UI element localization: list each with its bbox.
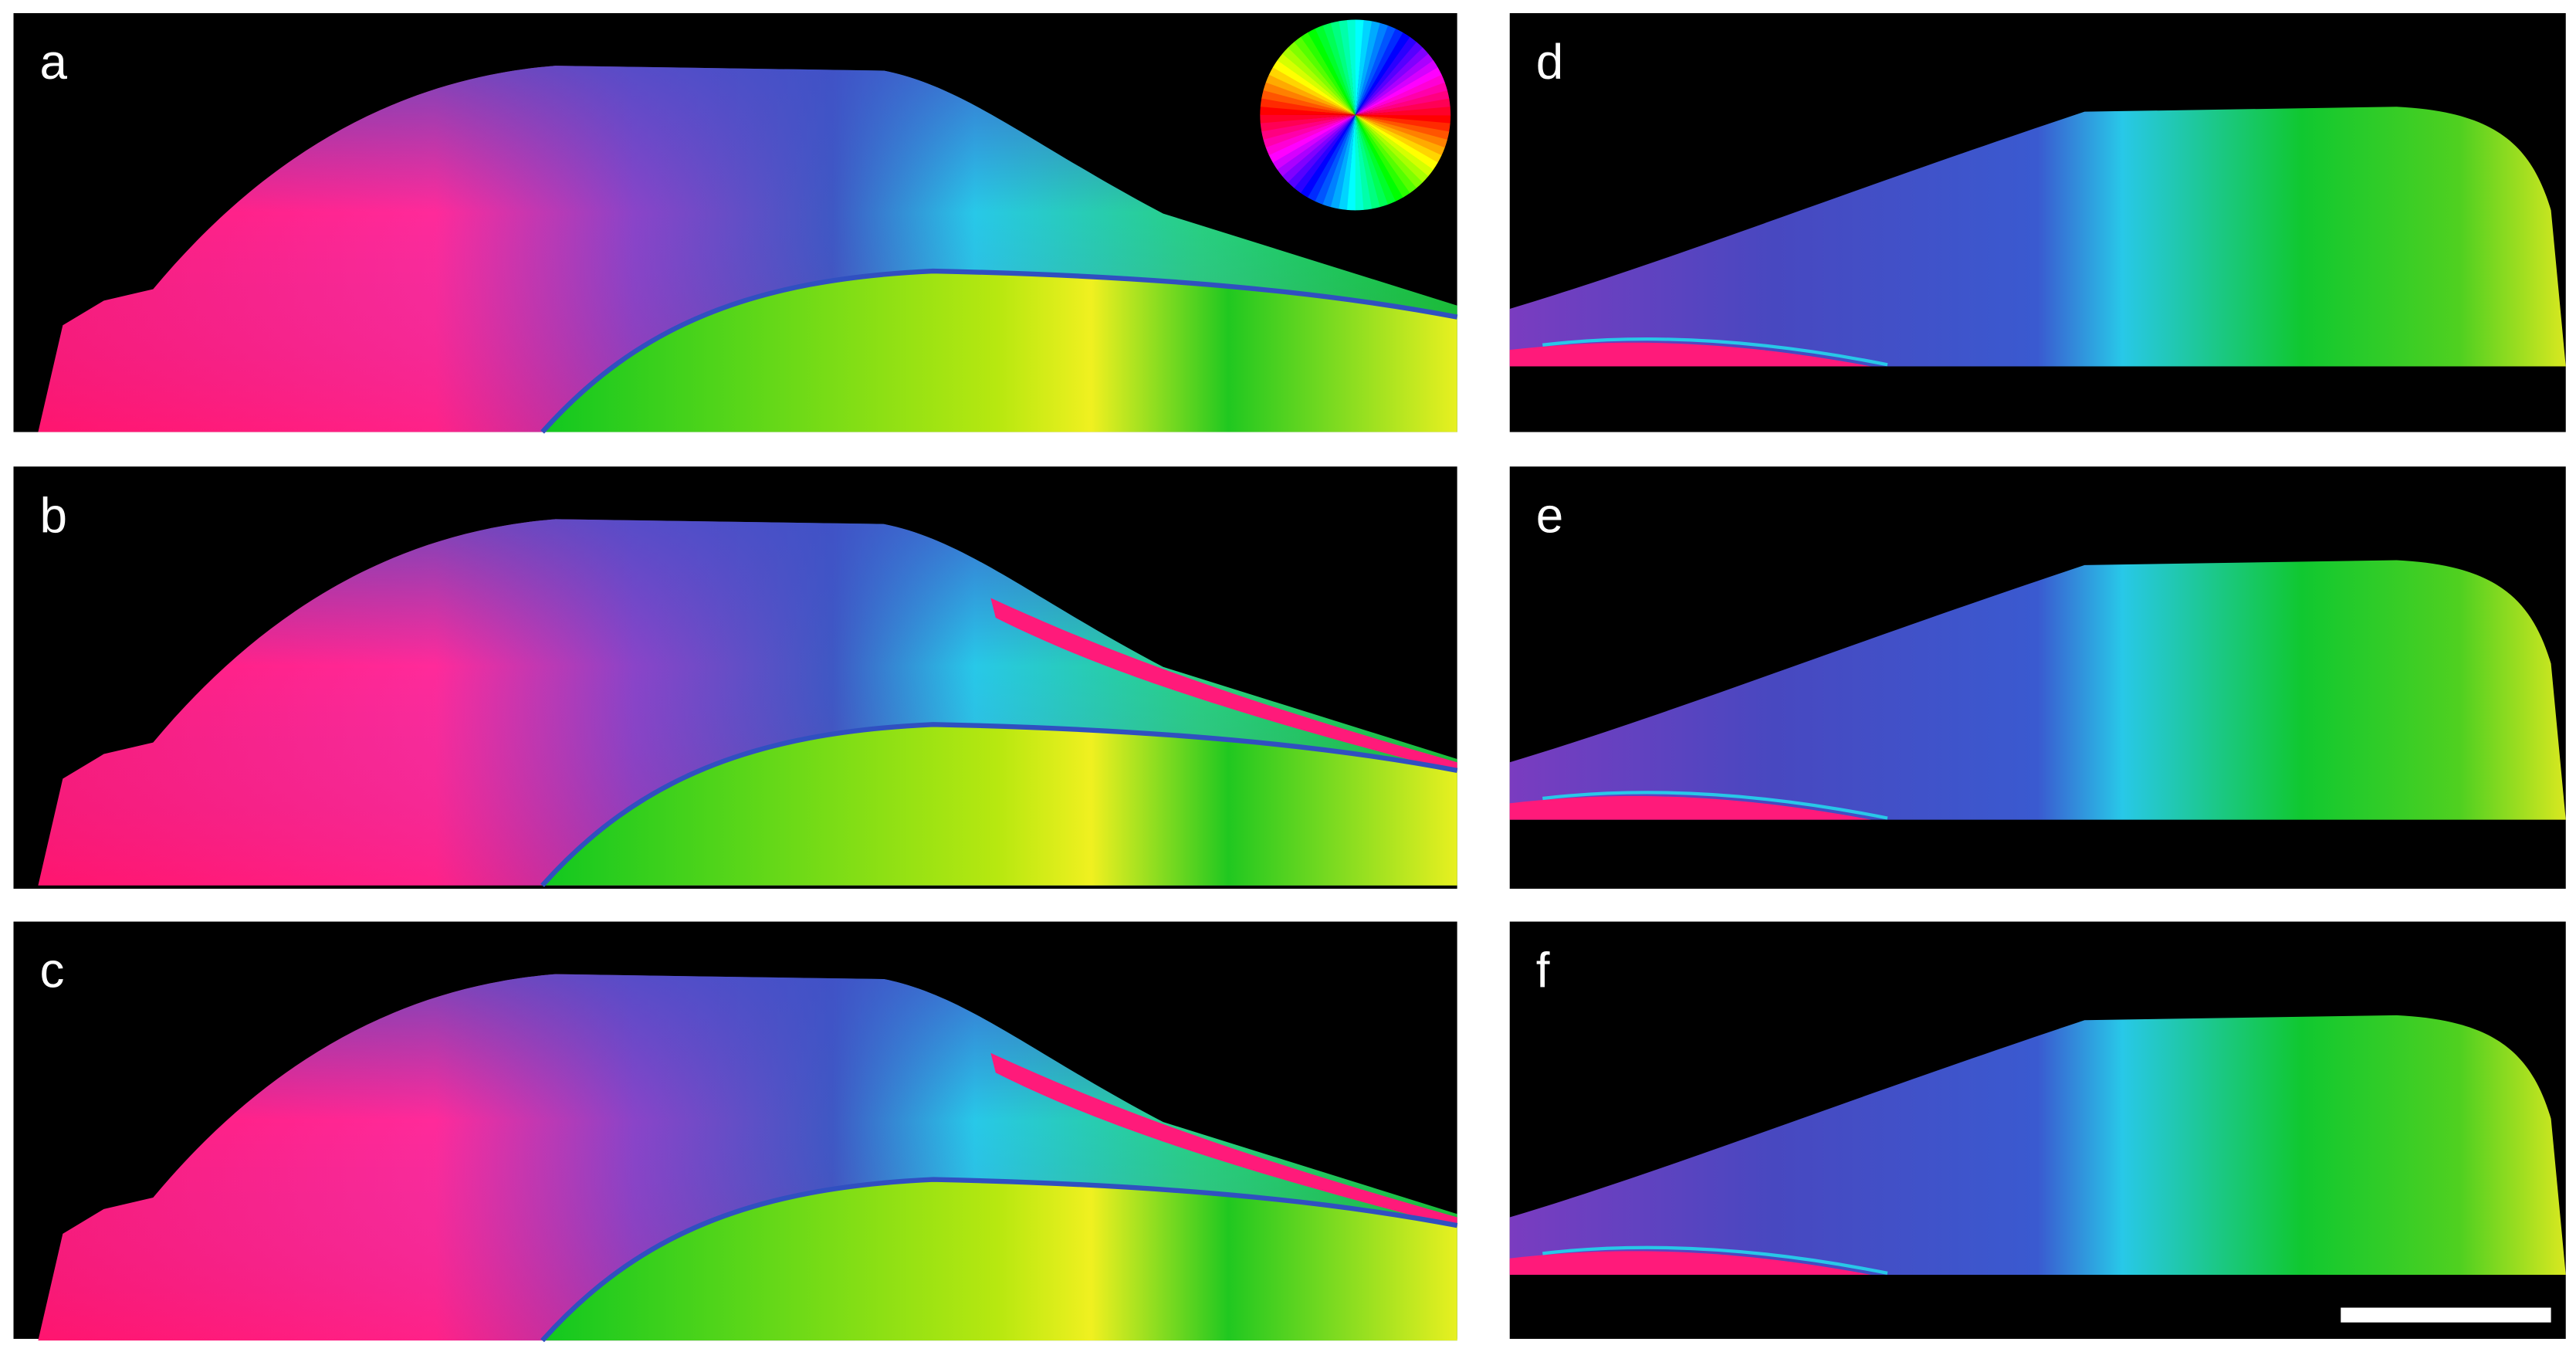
wheel-wedge [1355, 114, 1403, 202]
wheel-wedge [1315, 25, 1356, 115]
wheel-wedge [1277, 53, 1356, 115]
boundary-line [540, 722, 1458, 887]
wheel-wedge [1355, 74, 1445, 115]
panel-label: a [40, 34, 68, 90]
bottom-strip [1509, 342, 1871, 367]
panel-label: f [1536, 943, 1550, 998]
wheel-wedge [1355, 107, 1451, 116]
panel-label: d [1536, 34, 1564, 90]
edge-strip [990, 1052, 1457, 1228]
wheel-wedge [1355, 114, 1410, 198]
wheel-wedge [1355, 25, 1396, 115]
wheel-wedge [1355, 114, 1445, 156]
lower-region [542, 1179, 1457, 1341]
wheel-wedge [1355, 82, 1448, 115]
wheel-wedge [1265, 114, 1356, 156]
wheel-wedge [1355, 114, 1450, 141]
scale-bar [2341, 1307, 2551, 1323]
lower-region [542, 724, 1457, 886]
panel: c [13, 921, 1458, 1343]
wheel-wedge [1355, 114, 1396, 205]
wheel-wedge [1322, 22, 1356, 115]
bottom-strip [1509, 796, 1871, 820]
wheel-wedge [1260, 114, 1356, 124]
wheel-wedge [1355, 53, 1434, 115]
wheel-wedge [1322, 114, 1356, 208]
wheel-wedge [1355, 98, 1450, 115]
wheel-wedge [1355, 47, 1429, 115]
wheel-wedge [1355, 114, 1438, 171]
panel: e [1509, 466, 2566, 889]
panel: f [1509, 921, 2566, 1339]
wheel-wedge [1260, 114, 1356, 132]
wheel-wedge [1293, 114, 1356, 194]
sample-region [1509, 1015, 2566, 1276]
wheel-wedge [1307, 114, 1356, 202]
wheel-wedge [1272, 59, 1356, 115]
wheel-wedge [1261, 90, 1356, 115]
wheel-wedge [1315, 114, 1356, 205]
wheel-wedge [1263, 82, 1356, 115]
edge-strip [990, 598, 1457, 772]
boundary-line [540, 268, 1458, 434]
panel: d [1509, 13, 2566, 432]
boundary-line [540, 1177, 1458, 1343]
wheel-wedge [1355, 114, 1388, 208]
wheel-wedge [1355, 114, 1442, 164]
wheel-wedge [1355, 114, 1364, 211]
cyan-line [1542, 791, 1888, 820]
sample-region [1509, 560, 2566, 820]
wheel-wedge [1355, 114, 1434, 177]
wheel-wedge [1263, 114, 1356, 148]
wheel-wedge [1355, 60, 1438, 115]
wheel-wedge [1355, 114, 1380, 209]
wheel-wedge [1282, 47, 1356, 115]
wheel-wedge [1300, 32, 1356, 115]
wheel-wedge [1355, 114, 1417, 194]
wheel-wedge [1288, 42, 1356, 115]
color-wheel [1260, 19, 1451, 211]
lower-region [542, 271, 1457, 432]
cyan-line [1542, 337, 1888, 367]
wheel-wedge [1330, 21, 1356, 115]
wheel-wedge [1281, 114, 1356, 183]
wheel-wedge [1300, 114, 1356, 198]
wheel-wedge [1261, 114, 1356, 140]
wheel-wedge [1330, 114, 1356, 209]
panel-label: e [1536, 487, 1564, 543]
sample-region [1509, 107, 2566, 367]
wheel-wedge [1355, 32, 1410, 115]
wheel-wedge [1346, 19, 1356, 115]
wheel-wedge [1355, 36, 1417, 115]
wheel-wedge [1294, 36, 1356, 115]
wheel-wedge [1272, 114, 1356, 170]
wheel-wedge [1355, 21, 1381, 115]
wheel-wedge [1355, 114, 1423, 188]
panel: a [13, 13, 1458, 434]
wheel-wedge [1277, 114, 1356, 177]
wheel-wedge [1308, 28, 1356, 115]
wheel-wedge [1355, 67, 1442, 115]
wheel-wedge [1355, 22, 1389, 115]
wheel-wedge [1268, 114, 1356, 163]
cyan-line [1542, 1245, 1888, 1275]
wheel-wedge [1355, 114, 1373, 210]
panel: b [13, 466, 1458, 889]
wheel-wedge [1339, 19, 1356, 115]
wheel-wedge [1355, 114, 1429, 183]
wheel-wedge [1355, 90, 1450, 115]
wheel-wedge [1355, 114, 1447, 148]
wheel-wedge [1268, 66, 1356, 115]
bottom-strip [1509, 1251, 1871, 1276]
wheel-wedge [1265, 74, 1356, 115]
panel-label: b [40, 487, 68, 543]
wheel-wedge [1288, 114, 1356, 188]
wheel-wedge [1355, 42, 1423, 115]
wheel-wedge [1355, 29, 1403, 115]
panel-label: c [40, 943, 65, 998]
